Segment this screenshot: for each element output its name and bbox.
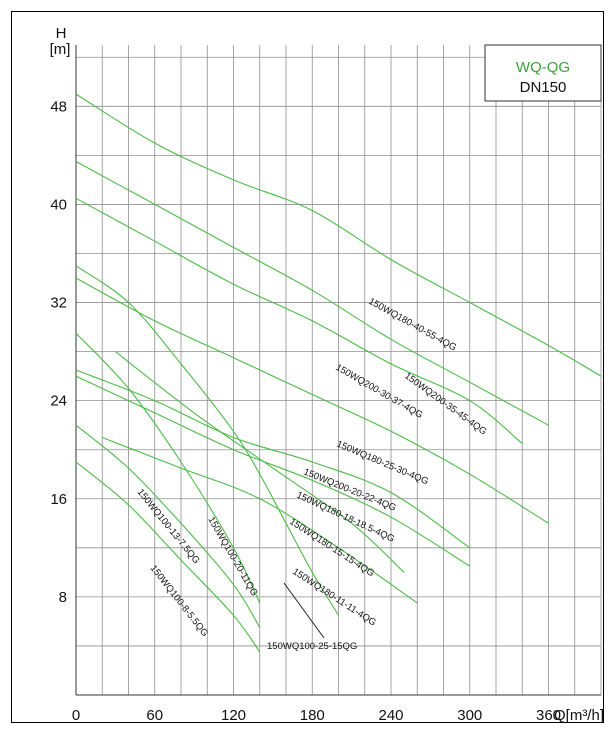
y-axis-unit: [m] (50, 41, 71, 58)
curve-label: 150WQ180-25-30-4QG (335, 439, 430, 488)
curve-150wq200-20-22-4qg (75, 369, 471, 549)
legend-box (484, 44, 602, 102)
chart-subtitle: DN150 (520, 79, 567, 96)
x-tick-label: 60 (146, 707, 163, 724)
curve-150wq180-15-15-4qg (115, 351, 405, 573)
curve-150wq200-30-37-4qg (75, 197, 523, 445)
y-tick-label: 16 (50, 491, 67, 508)
x-tick-label: 120 (221, 707, 246, 724)
legend: WQ-QG DN150 (484, 44, 602, 102)
curve-150wq180-25-30-4qg (75, 277, 549, 524)
y-tick-label: 8 (59, 589, 67, 606)
y-tick-label: 24 (50, 393, 67, 410)
curve-labels: 150WQ180-40-55-4QG150WQ200-35-45-4QG150W… (135, 296, 489, 652)
axis-labels: H[m] Q[m³/h] (50, 25, 604, 724)
x-tick-label: 300 (457, 707, 482, 724)
curve-150wq100-13-7-5qg (75, 424, 261, 628)
x-tick-label: 0 (72, 707, 80, 724)
curve-150wq180-11-11-4qg (102, 436, 418, 604)
y-tick-label: 32 (50, 295, 67, 312)
curve-label: 150WQ180-40-55-4QG (367, 296, 459, 353)
y-tick-label: 48 (50, 98, 67, 115)
curve-150wq180-40-55-4qg (75, 93, 602, 377)
curve-label: 150WQ100-25-15QG (267, 641, 357, 652)
leader-line (283, 582, 325, 639)
grid (75, 45, 602, 696)
curve-150wq100-25-15qg (75, 265, 339, 616)
x-tick-label: 360 (536, 707, 561, 724)
curve-150wq100-8-5-5qg (75, 461, 261, 653)
tick-labels: 0 60 120 180 240 300 360 8 16 24 32 40 48 (50, 98, 561, 724)
chart-title: WQ-QG (516, 59, 570, 76)
y-tick-label: 40 (50, 196, 67, 213)
x-tick-label: 240 (378, 707, 403, 724)
x-tick-label: 180 (300, 707, 325, 724)
y-axis-label: H (56, 25, 67, 42)
curves (75, 93, 602, 653)
curve-label: 150WQ100-8-5.5QG (148, 563, 211, 639)
curve-150wq200-35-45-4qg (75, 161, 549, 426)
curve-150wq100-20-11qg (75, 332, 261, 604)
curve-label: 150WQ100-20-11QG (205, 515, 259, 598)
curve-150wq180-18-18-5-4qg (75, 375, 471, 567)
x-axis-label: Q[m³/h] (554, 707, 604, 724)
